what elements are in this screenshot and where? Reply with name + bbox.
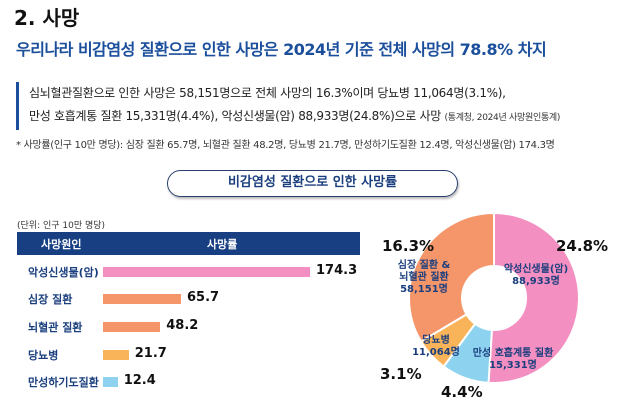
bar-category-label: 뇌혈관 질환 xyxy=(28,321,83,334)
bar-category-label: 당뇨병 xyxy=(28,349,59,362)
bar xyxy=(103,350,129,360)
summary-line-2: 만성 호흡계통 질환 15,331명(4.4%), 악성신생물(암) 88,93… xyxy=(29,105,560,130)
summary-paragraph: 심뇌혈관질환으로 인한 사망은 58,151명으로 전체 사망의 16.3%이며… xyxy=(16,82,560,130)
donut-slice-label-line: 당뇨병 xyxy=(422,335,450,346)
summary-line-1: 심뇌혈관질환으로 인한 사망은 58,151명으로 전체 사망의 16.3%이며… xyxy=(29,86,506,100)
summary-line-2-text: 만성 호흡계통 질환 15,331명(4.4%), 악성신생물(암) 88,93… xyxy=(29,109,441,123)
header-rate: 사망률 xyxy=(207,238,238,251)
bar xyxy=(103,294,182,304)
donut-slice-label-line: 심장 질환 & xyxy=(397,260,451,271)
mortality-rate-note: * 사망률(인구 10만 명당): 심장 질환 65.7명, 뇌혈관 질환 48… xyxy=(16,140,555,151)
bar xyxy=(103,322,161,332)
donut-slice-label-line: 88,933명 xyxy=(512,276,560,287)
bar-value-label: 21.7 xyxy=(134,346,167,361)
donut-slice-label-line: 58,151명 xyxy=(400,284,448,295)
donut-slice-label-line: 악성신생물(암) xyxy=(503,264,569,275)
bar-category-label: 만성하기도질환 xyxy=(28,376,99,389)
donut-percent-label: 16.3% xyxy=(382,237,435,255)
table-header: 사망원인 사망률 xyxy=(17,232,360,255)
donut-slice-label-line: 15,331명 xyxy=(489,360,537,371)
donut-slice-label: 만성 호흡계통 질환 15,331명 xyxy=(458,348,568,372)
donut-slice-label: 당뇨병 11,064명 xyxy=(381,335,491,359)
donut-slice-label-line: 11,064명 xyxy=(412,347,460,358)
unit-label: (단위: 인구 10만 명당) xyxy=(17,221,106,231)
donut-slice xyxy=(408,211,495,343)
header-cause: 사망원인 xyxy=(41,238,82,251)
bar-value-label: 174.3 xyxy=(316,263,358,278)
section-title: 비감염성 질환으로 인한 사망률 xyxy=(167,170,458,197)
bar xyxy=(103,267,310,277)
donut-slice-label: 악성신생물(암) 88,933명 xyxy=(481,264,591,288)
bar-value-label: 65.7 xyxy=(187,290,220,305)
donut-slice-label-line: 만성 호흡계통 질환 xyxy=(472,348,554,359)
donut-slice xyxy=(487,211,580,384)
bar-value-label: 48.2 xyxy=(166,318,199,333)
subtitle: 우리나라 비감염성 질환으로 인한 사망은 2024년 기준 전체 사망의 78… xyxy=(16,40,547,59)
donut-percent-label: 4.4% xyxy=(441,383,483,401)
donut-percent-label: 24.8% xyxy=(556,237,609,255)
bar-category-label: 악성신생물(암) xyxy=(28,266,99,279)
donut-percent-label: 3.1% xyxy=(380,365,422,383)
donut-slice-label: 심장 질환 & 뇌혈관 질환 58,151명 xyxy=(369,260,479,296)
donut-slice-label-line: 뇌혈관 질환 xyxy=(399,272,449,283)
bar xyxy=(103,377,118,387)
bar-category-label: 심장 질환 xyxy=(28,293,73,306)
page-title: 2. 사망 xyxy=(14,6,80,30)
bar-value-label: 12.4 xyxy=(123,373,156,388)
source-note: (통계청, 2024년 사망원인통계) xyxy=(444,113,561,123)
